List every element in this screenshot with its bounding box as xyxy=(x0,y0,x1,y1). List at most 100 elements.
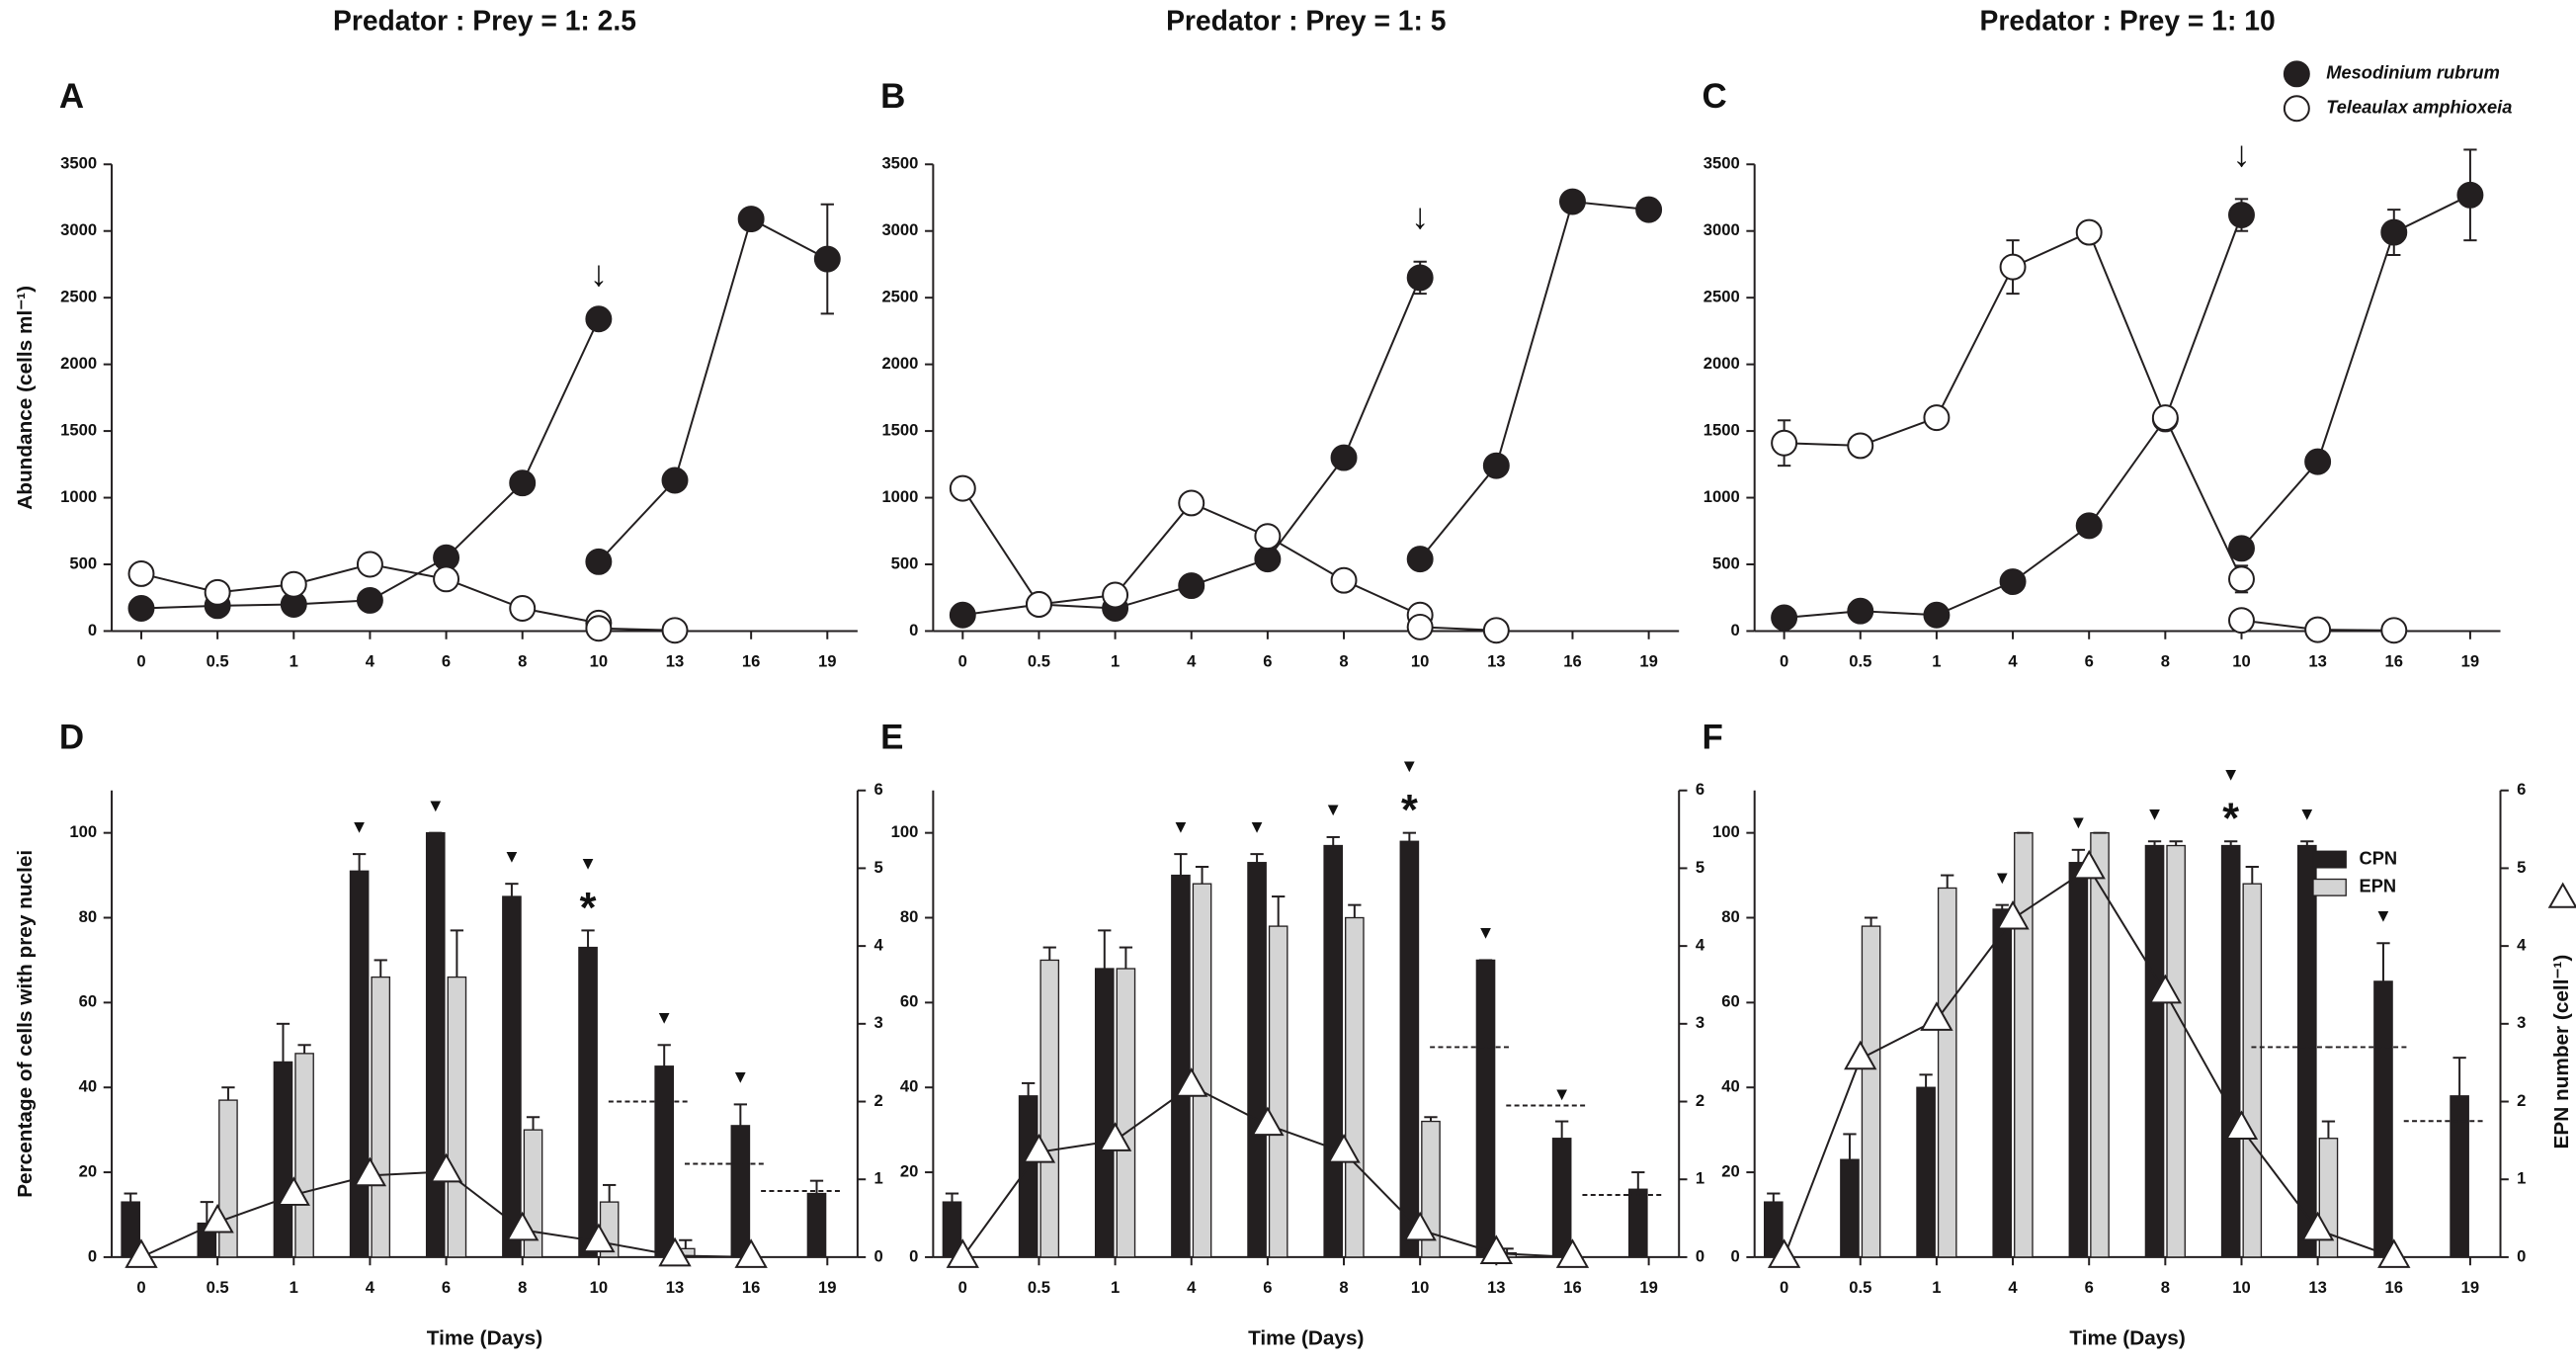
data-point xyxy=(204,578,231,606)
x-tick-label: 0 xyxy=(958,651,967,670)
bar xyxy=(371,976,391,1258)
y-tick-label: 2500 xyxy=(60,288,97,306)
data-point xyxy=(1330,566,1358,594)
data-point xyxy=(1844,1040,1877,1070)
data-point xyxy=(737,206,765,233)
y2-tick-label: 2 xyxy=(2517,1091,2526,1110)
y-tick-label: 500 xyxy=(891,553,919,572)
legend-label: Mesodinium rubrum xyxy=(2326,62,2500,83)
x-tick-label: 6 xyxy=(442,1278,451,1297)
data-point xyxy=(1555,1238,1590,1268)
x-tick-label: 10 xyxy=(2232,1278,2250,1297)
y2-tick-label: 1 xyxy=(2517,1169,2526,1188)
bar xyxy=(1171,874,1191,1258)
bar xyxy=(2373,980,2393,1258)
legend-label: EPN xyxy=(2360,876,2397,896)
y2-tick-label: 0 xyxy=(2517,1246,2526,1265)
y-tick-label: 2000 xyxy=(881,354,918,373)
x-tick-label: 8 xyxy=(518,651,527,670)
bar xyxy=(806,1192,827,1258)
x-tick-label: 6 xyxy=(2085,1278,2094,1297)
bar xyxy=(2144,844,2165,1258)
y2-tick-label: 5 xyxy=(2517,858,2526,877)
arrowhead: ▼ xyxy=(2145,803,2163,823)
data-point xyxy=(1330,444,1358,471)
arrowhead: ▼ xyxy=(2222,764,2240,785)
data-point xyxy=(2075,512,2103,540)
legend-marker xyxy=(2283,95,2310,123)
x-tick-label: 10 xyxy=(2232,651,2250,670)
x-tick-label: 19 xyxy=(2461,1278,2479,1297)
panel-title: Predator : Prey = 1: 2.5 xyxy=(333,5,636,37)
x-tick-label: 13 xyxy=(1487,651,1505,670)
x-tick-label: 1 xyxy=(1111,651,1120,670)
panel-letter: B xyxy=(880,77,905,116)
asterisk: * xyxy=(2222,796,2239,843)
panel-letter: D xyxy=(59,718,84,756)
data-point xyxy=(1771,429,1798,457)
y-tick-label: 0 xyxy=(1730,621,1739,639)
data-point xyxy=(1178,489,1205,517)
data-point xyxy=(1406,264,1434,292)
data-point xyxy=(127,595,155,622)
x-tick-label: 19 xyxy=(1639,651,1657,670)
bar xyxy=(1116,968,1136,1258)
x-tick-label: 16 xyxy=(2385,1278,2403,1297)
arrowhead: ▼ xyxy=(1172,815,1190,836)
arrowhead: ▼ xyxy=(731,1066,749,1087)
data-point xyxy=(2224,1110,2259,1141)
data-point xyxy=(1251,1106,1285,1137)
y2-tick-label: 6 xyxy=(1696,780,1704,799)
x-tick-label: 8 xyxy=(1339,1278,1348,1297)
y2-tick-label: 3 xyxy=(874,1013,883,1032)
y-tick-label: 1000 xyxy=(60,487,97,506)
y-tick-label: 100 xyxy=(891,822,919,841)
data-point xyxy=(2300,1211,2335,1241)
x-tick-label: 0.5 xyxy=(207,1278,229,1297)
legend-label: Teleaulax amphioxeia xyxy=(2326,97,2512,118)
data-point xyxy=(356,586,383,614)
annotation: ↓ xyxy=(1411,196,1429,236)
data-point xyxy=(1847,597,1874,625)
x-tick-label: 6 xyxy=(2085,651,2094,670)
data-point xyxy=(813,245,841,273)
arrowhead: ▼ xyxy=(579,853,597,874)
data-point xyxy=(1923,404,1951,432)
bar xyxy=(2242,883,2263,1258)
arrowhead: ▼ xyxy=(2069,811,2087,832)
data-point xyxy=(2151,404,2179,432)
y2-tick-label: 4 xyxy=(2517,936,2527,955)
y2-tick-label: 3 xyxy=(2517,1013,2526,1032)
x-tick-label: 4 xyxy=(1187,1278,1197,1297)
x-tick-label: 19 xyxy=(2461,651,2479,670)
y-tick-label: 3500 xyxy=(1703,154,1740,173)
arrowhead: ▼ xyxy=(1324,799,1342,819)
data-point xyxy=(582,1223,616,1253)
bar xyxy=(1937,887,1957,1258)
x-tick-label: 16 xyxy=(1563,651,1581,670)
asterisk: * xyxy=(580,885,597,932)
y2-tick-label: 6 xyxy=(874,780,883,799)
data-point xyxy=(1327,1134,1361,1163)
y-tick-label: 0 xyxy=(909,621,918,639)
bar xyxy=(1039,959,1060,1258)
y-tick-label: 60 xyxy=(900,992,918,1011)
data-point xyxy=(2075,218,2103,246)
data-point xyxy=(1102,581,1129,609)
bar xyxy=(1992,908,2013,1258)
data-point xyxy=(2228,202,2255,228)
y2-tick-label: 2 xyxy=(1696,1091,1704,1110)
x-tick-label: 0.5 xyxy=(1849,1278,1871,1297)
arrowhead: ▼ xyxy=(351,815,369,836)
y-tick-label: 80 xyxy=(1721,907,1739,926)
x-tick-label: 1 xyxy=(290,1278,298,1297)
data-point xyxy=(658,1236,692,1267)
x-tick-label: 8 xyxy=(2161,651,2170,670)
data-point xyxy=(509,595,537,622)
y-tick-label: 3000 xyxy=(1703,220,1740,239)
arrowhead: ▼ xyxy=(1553,1083,1571,1104)
series-line xyxy=(598,217,828,562)
x-tick-label: 16 xyxy=(2385,651,2403,670)
data-point xyxy=(429,1152,463,1183)
data-point xyxy=(1920,1001,1953,1031)
